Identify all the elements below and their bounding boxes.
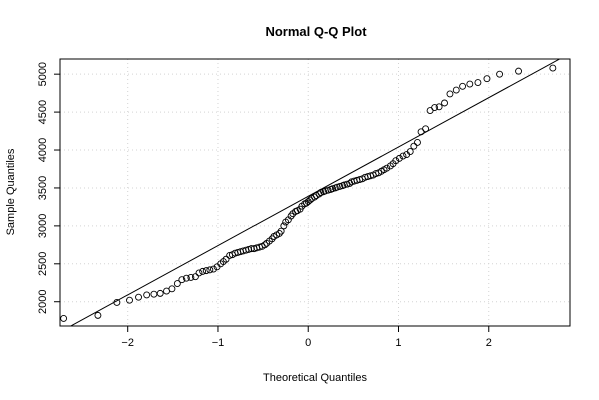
x-axis: −2 −1 0 1 2	[121, 326, 492, 349]
data-point	[187, 274, 195, 281]
data-point	[202, 267, 210, 275]
data-point	[143, 291, 151, 299]
y-axis: 2000 2500 3000 3500 4000 4500 5000	[37, 62, 60, 314]
data-point	[515, 67, 522, 75]
data-point	[182, 274, 190, 282]
data-point	[329, 185, 337, 193]
data-point	[483, 75, 491, 83]
data-point	[210, 265, 217, 273]
data-point	[268, 235, 276, 243]
data-point	[414, 138, 421, 146]
data-point	[178, 276, 186, 284]
data-point	[135, 293, 142, 301]
data-point	[94, 311, 102, 319]
data-point	[446, 90, 454, 98]
y-tick-label: 2500	[37, 252, 49, 276]
data-point	[452, 86, 460, 94]
chart-title: Normal Q-Q Plot	[265, 24, 367, 39]
data-point	[383, 164, 391, 172]
data-point	[168, 285, 176, 293]
y-tick-label: 5000	[37, 62, 49, 86]
data-point	[287, 212, 295, 220]
x-tick-label: −1	[212, 337, 225, 349]
plot-frame	[59, 58, 571, 327]
data-point	[275, 230, 283, 237]
data-point	[277, 227, 285, 235]
data-point	[466, 80, 474, 88]
data-point	[317, 189, 325, 196]
data-point	[549, 64, 557, 72]
x-tick-label: 1	[395, 337, 401, 349]
data-point	[191, 273, 199, 281]
data-point	[261, 241, 269, 249]
data-point	[113, 299, 121, 306]
data-point	[156, 289, 164, 297]
data-point	[150, 290, 158, 298]
data-point	[247, 245, 255, 253]
y-tick-label: 2000	[37, 289, 49, 313]
data-point	[126, 296, 133, 304]
data-point	[496, 70, 504, 78]
data-point	[324, 186, 332, 194]
data-point	[474, 79, 482, 86]
x-axis-label: Theoretical Quantiles	[263, 372, 367, 384]
data-point	[399, 152, 407, 160]
data-point	[392, 157, 400, 165]
x-tick-label: −2	[121, 337, 134, 349]
data-points	[60, 64, 557, 322]
data-point	[431, 104, 439, 111]
data-point	[206, 266, 214, 274]
data-point	[422, 125, 430, 133]
y-axis-label: Sample Quantiles	[5, 148, 17, 235]
data-point	[245, 245, 253, 253]
data-point	[280, 222, 288, 230]
x-tick-label: 0	[305, 337, 311, 349]
grid-lines	[60, 59, 570, 326]
data-point	[395, 154, 403, 162]
data-point	[410, 142, 418, 150]
data-point	[435, 103, 443, 111]
y-tick-label: 3000	[37, 214, 49, 238]
data-point	[222, 255, 230, 263]
data-point	[60, 314, 68, 322]
data-point	[173, 280, 181, 287]
y-tick-label: 4500	[37, 100, 49, 124]
data-point	[459, 82, 467, 90]
y-tick-label: 4000	[37, 138, 49, 162]
y-tick-label: 3500	[37, 176, 49, 200]
x-tick-label: 2	[486, 337, 492, 349]
data-point	[441, 99, 448, 107]
data-point	[195, 269, 203, 277]
data-point	[336, 182, 344, 190]
data-point	[199, 267, 207, 275]
data-point	[406, 148, 414, 155]
